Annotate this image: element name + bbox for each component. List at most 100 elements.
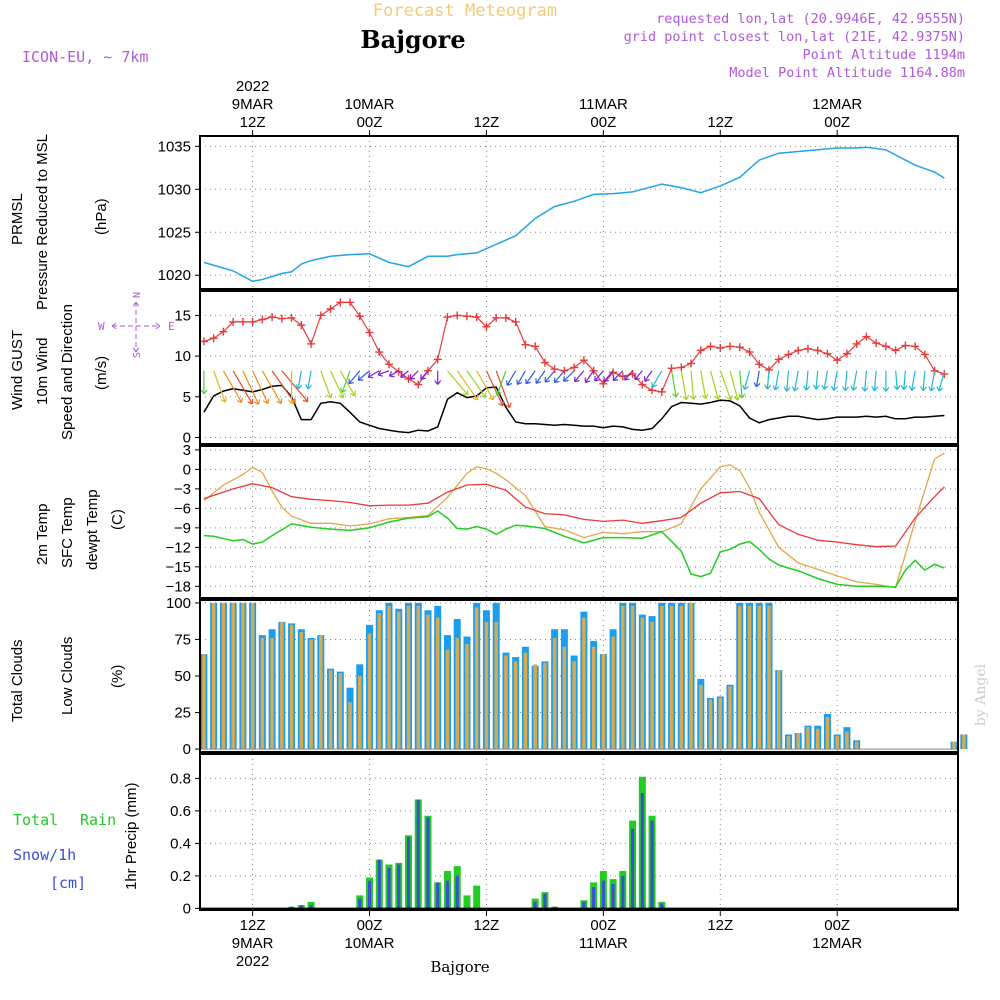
wind-direction-arrow [516, 370, 526, 386]
low-cloud-bar [387, 605, 391, 750]
bottom-time-label: 12Z [240, 917, 266, 934]
compass-rose [111, 301, 161, 353]
low-cloud-bar [552, 638, 557, 750]
series-sfc-temp-line [203, 452, 945, 589]
low-cloud-bar [465, 643, 469, 750]
snow-bar [640, 793, 644, 909]
gust-point [375, 348, 384, 357]
pressure-label-2: Pressure Reduced to MSL [34, 134, 51, 310]
y-tick-label: 10 [174, 348, 191, 365]
wind-direction-arrow [624, 370, 634, 381]
snow-bar [650, 820, 654, 909]
snow-bar [533, 901, 537, 909]
gust-point [501, 313, 510, 322]
rain-bar [473, 885, 481, 909]
gust-point [881, 342, 890, 351]
gust-point [833, 356, 842, 365]
gust-point [911, 342, 920, 351]
gust-point [862, 332, 871, 341]
gust-point [745, 348, 754, 357]
gust-point [648, 386, 657, 395]
gust-point [433, 355, 442, 364]
watermark: by Angel [973, 663, 989, 726]
low-cloud-bar [962, 734, 966, 750]
y-tick-label: 0 [183, 461, 191, 478]
wind-direction-arrow [388, 370, 400, 378]
wind-direction-arrow [466, 370, 487, 398]
low-cloud-bar [474, 607, 479, 750]
gust-point [492, 313, 501, 322]
wind-direction-arrow [476, 370, 495, 401]
top-time-label: 12Z [474, 114, 500, 131]
low-cloud-bar [543, 662, 547, 750]
wind-direction-arrow [295, 370, 303, 390]
low-cloud-bar [699, 684, 703, 750]
low-cloud-bar [806, 727, 810, 750]
gust-point [277, 314, 286, 323]
wind-direction-arrow [689, 370, 697, 400]
low-cloud-bar [854, 741, 859, 750]
compass-w: W [98, 320, 105, 333]
low-cloud-bar [747, 605, 752, 750]
gust-point [443, 313, 452, 322]
cloud-label-1: Total Clouds [9, 639, 26, 722]
wind-direction-arrow [812, 370, 820, 390]
wind-direction-arrow [603, 370, 614, 383]
snow-bar [377, 859, 381, 909]
gust-point [794, 346, 803, 355]
y-tick-label: 1035 [158, 138, 191, 155]
low-cloud-bar [416, 605, 420, 750]
gust-point [677, 363, 686, 372]
y-tick-label: −12 [166, 539, 191, 556]
y-tick-label: 25 [174, 705, 191, 722]
gust-point [268, 313, 277, 322]
gust-point [726, 342, 735, 351]
y-tick-label: −9 [174, 520, 191, 537]
low-cloud-bar [630, 605, 635, 750]
low-cloud-bar [728, 686, 732, 750]
y-tick-label: 1025 [158, 224, 191, 241]
gust-point [453, 311, 462, 320]
model-name: ICON-EU, ~ 7km [22, 48, 148, 66]
bottom-time-label: 11MAR [579, 935, 628, 952]
precip-label-cm: [cm] [50, 874, 86, 892]
wind-direction-arrow [506, 370, 517, 386]
y-tick-label: −3 [174, 481, 191, 498]
low-cloud-bar [952, 741, 956, 750]
gust-point [326, 304, 335, 313]
gust-point [385, 360, 394, 369]
low-cloud-bar [513, 661, 518, 750]
panel-frame-temperature [199, 445, 959, 599]
low-cloud-bar [689, 602, 693, 750]
wind-direction-arrow [367, 370, 380, 379]
wind-direction-arrow [742, 370, 751, 391]
gust-point [365, 328, 374, 337]
low-cloud-bar [358, 676, 362, 750]
wind-direction-arrow [320, 370, 333, 399]
pressure-label-1: PRMSL [9, 193, 26, 245]
low-cloud-bar [338, 673, 343, 750]
low-cloud-bar [825, 716, 830, 750]
gust-point [355, 312, 364, 321]
compass-n: N [132, 292, 143, 298]
wind-direction-arrow [830, 370, 838, 391]
low-cloud-bar [319, 635, 323, 750]
wind-direction-arrow [553, 370, 565, 384]
wind-direction-arrow [594, 370, 604, 382]
snow-bar [631, 828, 635, 909]
snow-bar [397, 864, 401, 909]
gust-point [696, 346, 705, 355]
low-cloud-bar [523, 652, 528, 750]
wind-direction-arrow [339, 370, 356, 397]
rain-bar [463, 895, 471, 909]
snow-bar [455, 875, 459, 909]
gust-point [852, 339, 861, 348]
gust-point [336, 298, 345, 307]
low-cloud-bar [669, 605, 674, 750]
bottom-time-label: 9MAR [232, 935, 274, 952]
low-cloud-bar [815, 728, 820, 750]
wind-direction-arrow [584, 370, 595, 384]
snow-bar [387, 867, 391, 909]
low-cloud-bar [484, 621, 489, 750]
